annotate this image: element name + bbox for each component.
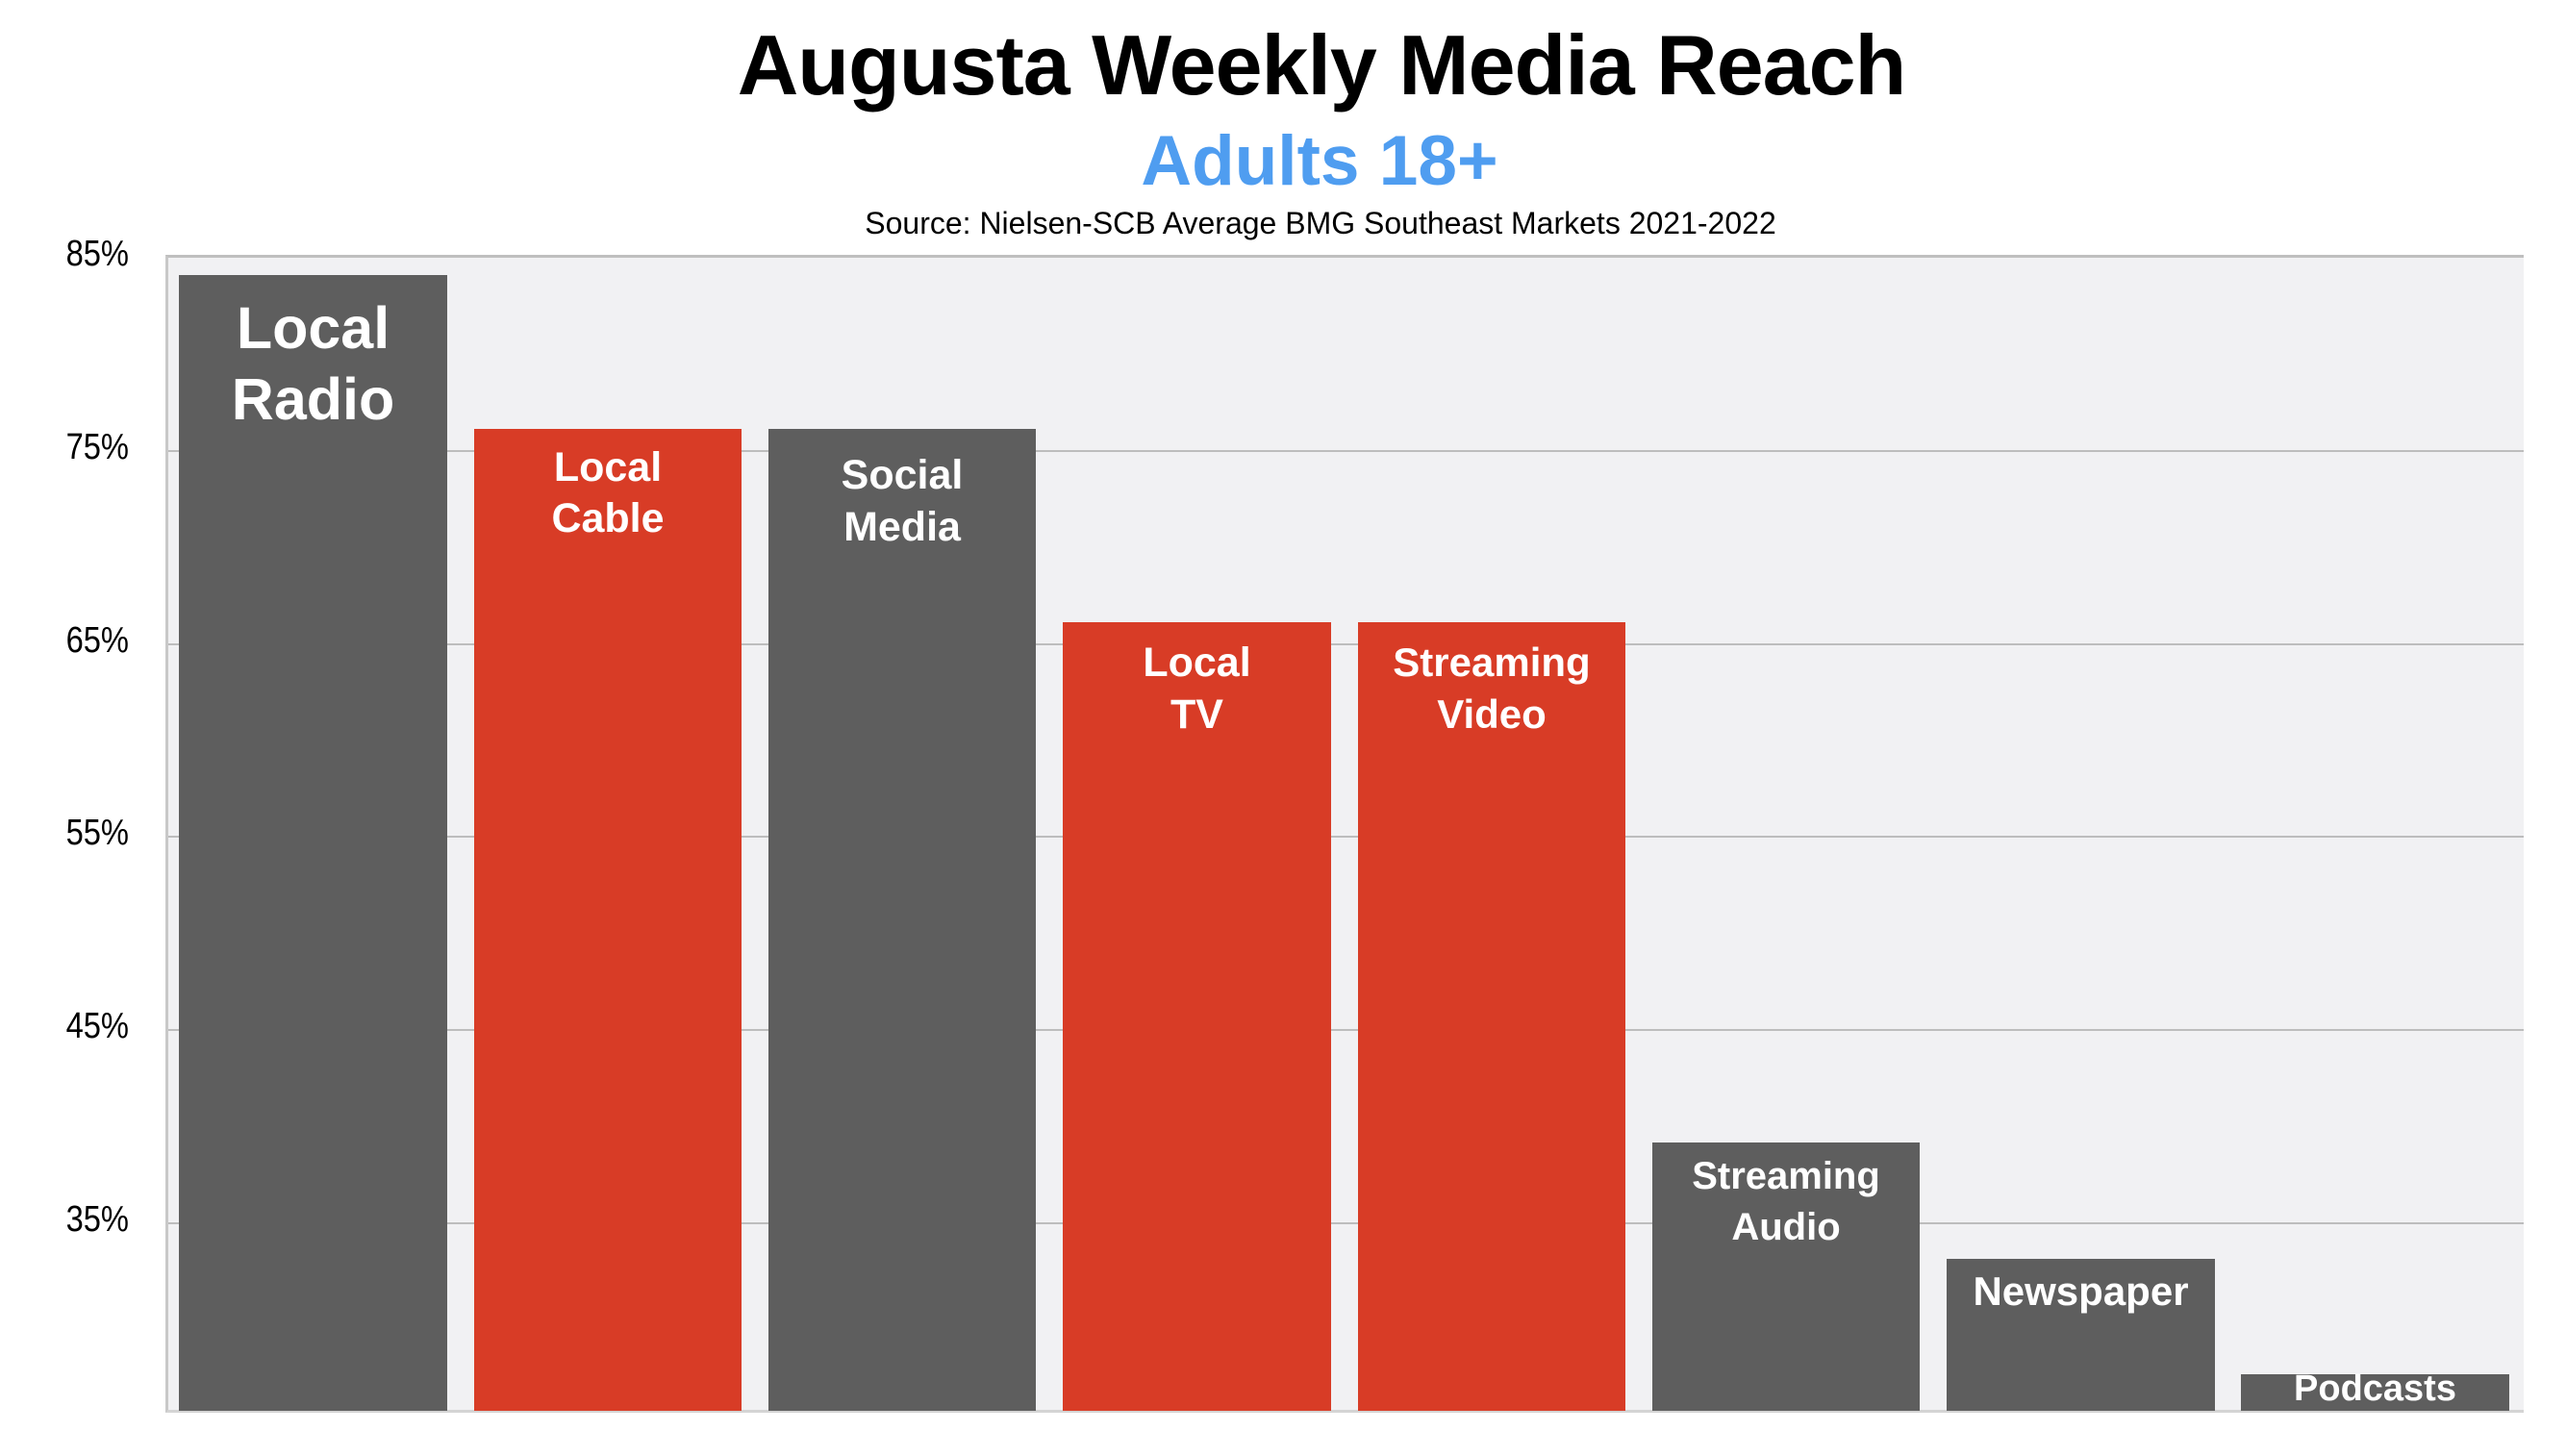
gridline-65 (168, 643, 2524, 645)
y-tick-label: 85% (65, 234, 129, 274)
bar-streaming-video: Streaming Video (1358, 621, 1625, 1411)
bar-label: Streaming Video (1393, 639, 1591, 737)
bar-label: Social Media (841, 452, 964, 551)
bar-local-tv: Local TV (1063, 621, 1331, 1411)
y-tick-label: 75% (65, 427, 129, 467)
y-tick-label: 65% (65, 620, 129, 661)
y-tick-label: 35% (65, 1199, 129, 1240)
y-tick-label: 55% (65, 813, 129, 853)
bar-newspaper: Newspaper (1947, 1258, 2215, 1411)
bar-label: Podcasts (2294, 1368, 2456, 1409)
bar-label: Local Cable (551, 444, 665, 542)
gridline-35 (168, 1222, 2524, 1224)
bar-social-media: Social Media (768, 429, 1036, 1411)
chart-title: Augusta Weekly Media Reach (737, 17, 1907, 113)
gridline-45 (168, 1029, 2524, 1031)
chart-subtitle: Adults 18+ (1141, 122, 1498, 200)
gridline-55 (168, 836, 2524, 838)
bar-streaming-audio: Streaming Audio (1652, 1142, 1920, 1411)
gridline-75 (168, 450, 2524, 452)
y-tick-label: 45% (65, 1006, 129, 1046)
bar-local-cable: Local Cable (474, 429, 742, 1411)
bar-label: Local TV (1143, 639, 1251, 738)
bar-local-radio: Local Radio (179, 275, 447, 1411)
bar-podcasts: Podcasts (2241, 1368, 2509, 1411)
chart-source: Source: Nielsen-SCB Average BMG Southeas… (865, 206, 1776, 240)
bar-label: Local Radio (231, 295, 395, 433)
bar-label: Streaming Audio (1692, 1155, 1880, 1249)
bar-label: Newspaper (1973, 1268, 2189, 1314)
